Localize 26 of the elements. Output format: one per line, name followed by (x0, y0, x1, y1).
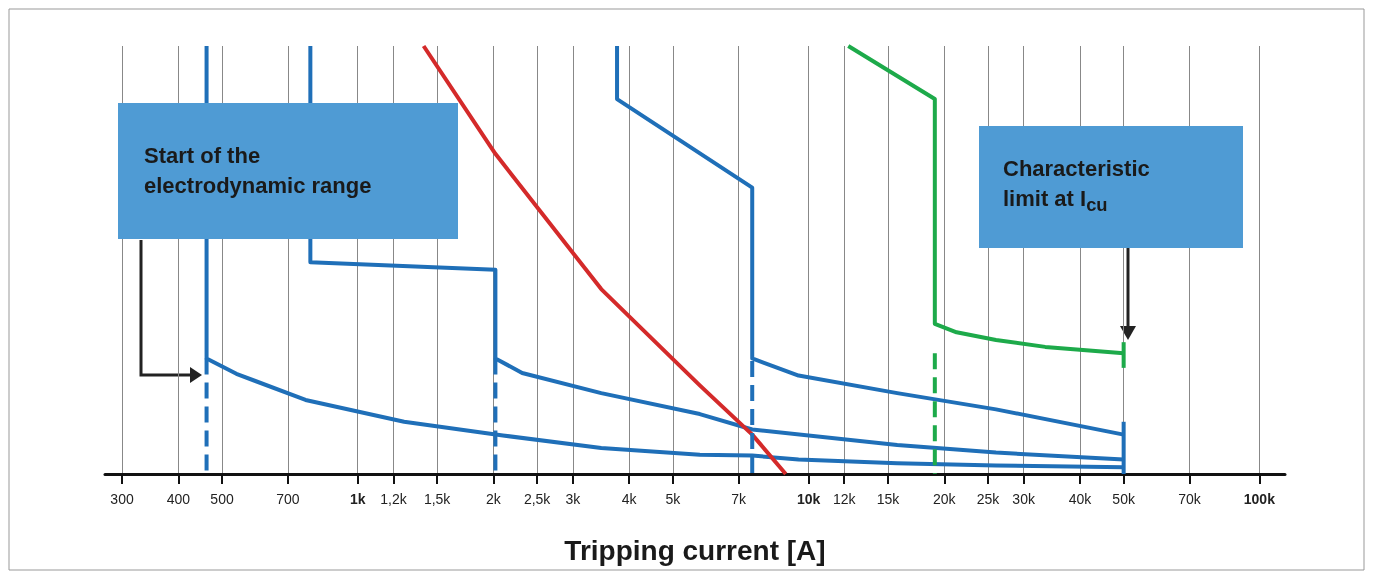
x-tick-label: 4k (621, 491, 638, 507)
x-tick-label: 1,2k (380, 491, 408, 507)
x-tick-label: 30k (1012, 491, 1036, 507)
x-tick-label: 7k (731, 491, 748, 507)
x-axis-title: Tripping current [A] (564, 534, 826, 566)
callout-box: Start of the electrodynamic range (118, 103, 458, 239)
x-tick-label: 25k (976, 491, 1001, 507)
x-tick-label: 15k (876, 491, 901, 507)
x-tick-label: 500 (210, 491, 234, 507)
x-tick-label: 2k (486, 491, 502, 507)
callout-box: Characteristic limit at I$_{cu}$ (979, 126, 1243, 249)
x-tick-label: 300 (110, 491, 134, 507)
x-tick-label: 100k (1243, 491, 1276, 507)
x-tick-label: 20k (932, 491, 957, 507)
x-tick-label: 1k (349, 491, 366, 507)
x-tick-label: 10k (796, 491, 821, 507)
x-tick-label: 50k (1112, 491, 1136, 507)
x-tick-label: 1,5k (423, 491, 452, 507)
x-tick-label: 700 (276, 491, 300, 507)
x-tick-label: 2,5k (523, 491, 552, 507)
x-tick-label: 70k (1178, 491, 1202, 507)
x-tick-label: 400 (166, 491, 191, 507)
x-tick-label: 3k (565, 491, 582, 507)
x-tick-label: 5k (665, 491, 682, 507)
x-tick-label: 12k (832, 491, 857, 507)
x-tick-label: 40k (1068, 491, 1093, 507)
